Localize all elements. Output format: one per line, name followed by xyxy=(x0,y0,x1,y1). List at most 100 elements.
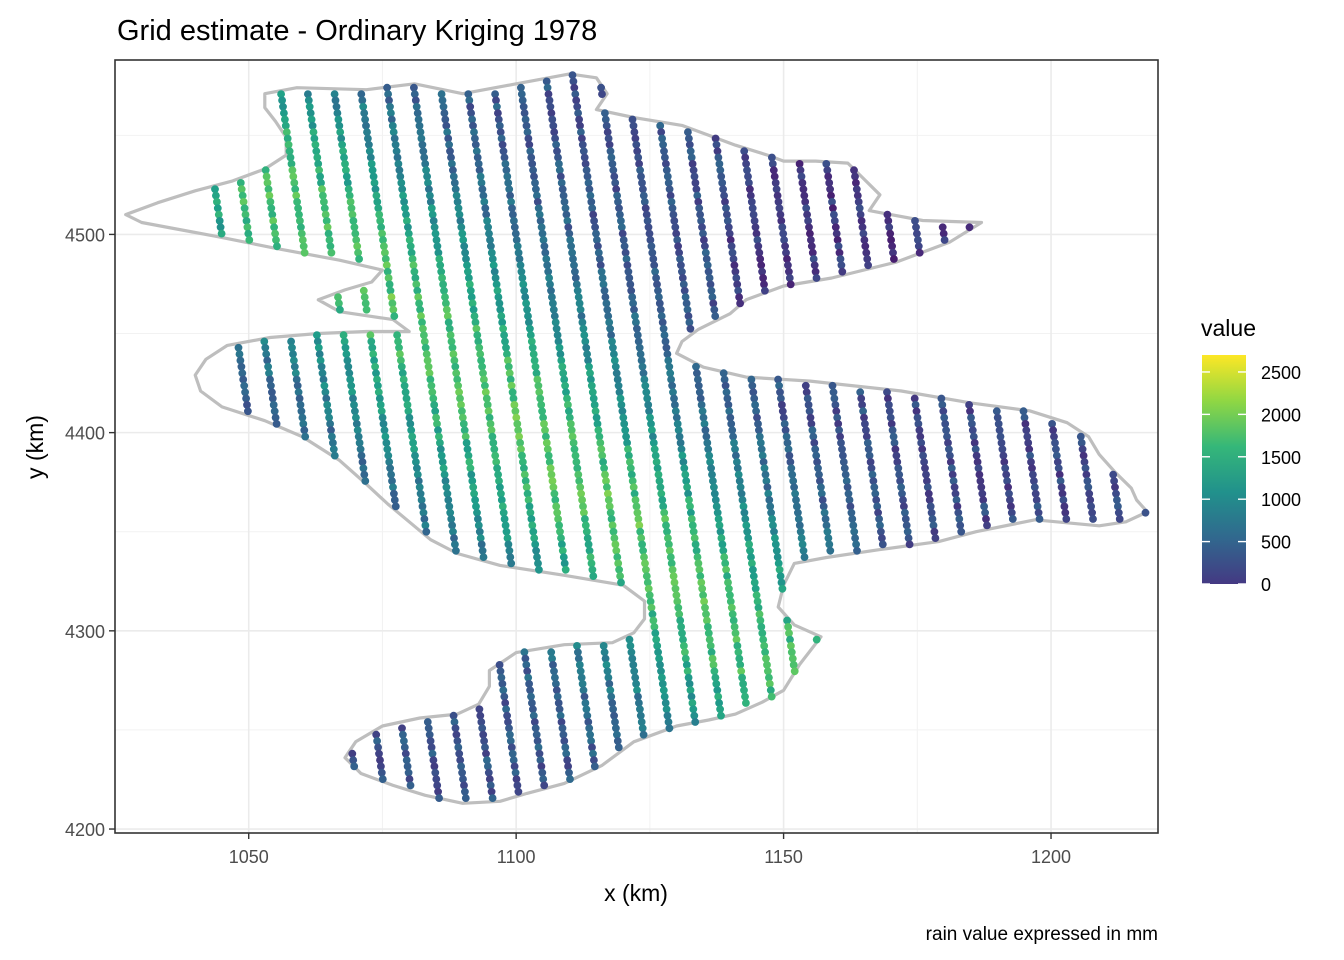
grid-point xyxy=(502,343,510,352)
grid-point xyxy=(499,686,508,695)
grid-point xyxy=(668,381,676,390)
grid-point xyxy=(322,217,331,225)
grid-point xyxy=(657,667,665,676)
grid-point xyxy=(729,432,737,441)
grid-point xyxy=(475,343,484,352)
grid-point xyxy=(385,458,394,466)
grid-point xyxy=(850,166,858,175)
grid-point xyxy=(656,483,665,492)
grid-point xyxy=(611,718,619,726)
grid-point xyxy=(650,623,659,631)
grid-point xyxy=(464,267,472,276)
grid-point xyxy=(899,496,907,504)
grid-point xyxy=(552,686,561,695)
grid-point xyxy=(601,470,609,479)
grid-point xyxy=(539,775,548,783)
grid-point xyxy=(967,413,975,422)
grid-point xyxy=(826,185,834,194)
grid-point xyxy=(673,597,682,606)
grid-point xyxy=(657,312,666,320)
grid-point xyxy=(564,762,572,771)
grid-point xyxy=(850,527,859,536)
grid-point xyxy=(591,407,600,416)
grid-point xyxy=(461,248,469,257)
grid-point xyxy=(753,236,762,244)
grid-point xyxy=(264,362,272,371)
grid-point xyxy=(635,343,644,352)
grid-point xyxy=(534,381,543,390)
grid-point xyxy=(660,692,669,701)
grid-point xyxy=(887,420,896,428)
grid-point xyxy=(587,737,595,745)
grid-point xyxy=(548,293,556,301)
grid-point xyxy=(517,83,525,92)
grid-point xyxy=(292,191,301,200)
grid-point xyxy=(612,546,621,555)
grid-point xyxy=(510,217,518,225)
grid-point xyxy=(660,508,669,517)
grid-point xyxy=(268,210,277,219)
grid-point xyxy=(771,540,780,549)
grid-point xyxy=(463,445,472,454)
grid-point xyxy=(525,680,533,688)
grid-point xyxy=(976,477,985,485)
grid-point xyxy=(651,629,660,638)
grid-point xyxy=(266,198,275,206)
grid-point xyxy=(439,102,448,111)
grid-point xyxy=(426,737,435,745)
grid-point xyxy=(1003,477,1011,485)
grid-point xyxy=(863,255,872,263)
grid-point xyxy=(405,236,414,244)
grid-point xyxy=(389,305,398,314)
grid-point xyxy=(677,261,685,270)
grid-point xyxy=(351,229,360,238)
grid-point xyxy=(699,591,707,600)
grid-point xyxy=(786,280,795,289)
grid-point xyxy=(588,565,597,574)
grid-point xyxy=(726,236,735,244)
grid-point xyxy=(754,603,763,612)
grid-point xyxy=(500,692,509,701)
grid-point xyxy=(553,331,562,339)
grid-point xyxy=(616,394,625,403)
grid-point xyxy=(431,768,440,777)
grid-point xyxy=(236,356,245,365)
grid-point xyxy=(605,318,614,327)
grid-point xyxy=(548,477,557,485)
grid-point xyxy=(504,356,512,365)
grid-point xyxy=(400,381,409,390)
grid-point xyxy=(703,439,712,447)
grid-point xyxy=(572,458,581,466)
grid-point xyxy=(501,521,510,530)
grid-point xyxy=(737,667,746,676)
grid-point xyxy=(265,191,274,200)
grid-point xyxy=(733,458,741,466)
grid-point xyxy=(401,749,410,758)
grid-point xyxy=(618,229,627,238)
grid-point xyxy=(390,312,399,320)
grid-point xyxy=(262,172,271,181)
grid-point xyxy=(320,381,329,390)
grid-point xyxy=(452,730,461,739)
grid-point xyxy=(439,280,447,289)
grid-point xyxy=(539,236,548,244)
grid-point xyxy=(504,362,513,371)
grid-point xyxy=(646,236,655,244)
grid-point xyxy=(666,369,675,378)
grid-point xyxy=(512,775,521,783)
grid-point xyxy=(597,445,606,454)
grid-point xyxy=(719,546,728,555)
grid-point xyxy=(398,724,406,733)
grid-point xyxy=(529,166,537,175)
grid-point xyxy=(312,147,321,156)
grid-point xyxy=(399,375,408,384)
grid-point xyxy=(608,337,616,346)
grid-point xyxy=(436,261,445,270)
grid-point xyxy=(683,483,691,492)
grid-point xyxy=(394,337,402,346)
grid-point xyxy=(695,204,704,213)
legend-tick-label: 1500 xyxy=(1261,448,1301,468)
grid-point xyxy=(521,293,530,301)
grid-point xyxy=(628,654,637,663)
grid-point xyxy=(333,109,342,117)
